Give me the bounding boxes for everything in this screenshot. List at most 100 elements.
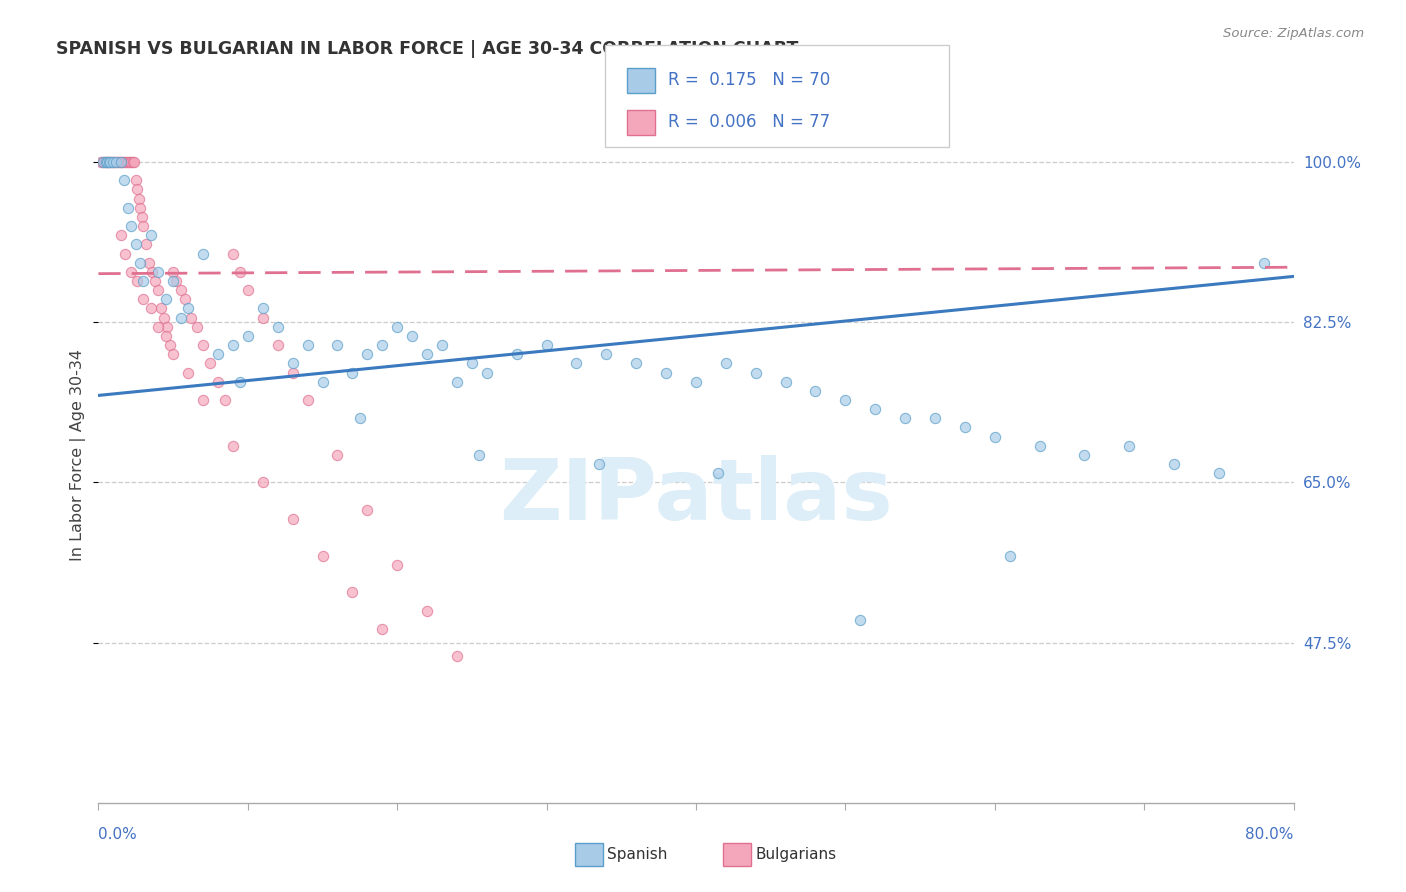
Point — [112, 155, 135, 169]
Point — [143, 274, 166, 288]
Point — [356, 503, 378, 517]
Point — [148, 265, 170, 279]
Point — [229, 265, 252, 279]
Point — [117, 201, 139, 215]
Point — [865, 402, 887, 417]
Point — [565, 356, 588, 370]
Point — [93, 155, 115, 169]
Point — [356, 347, 378, 361]
Point — [998, 549, 1021, 563]
Point — [100, 155, 122, 169]
Point — [125, 237, 148, 252]
Point — [191, 338, 214, 352]
Point — [207, 347, 229, 361]
Point — [385, 558, 409, 572]
Point — [191, 246, 214, 260]
Point — [131, 210, 153, 224]
Point — [371, 338, 394, 352]
Point — [236, 329, 259, 343]
Point — [132, 293, 155, 307]
Point — [148, 283, 170, 297]
Point — [165, 274, 187, 288]
Point — [326, 448, 349, 462]
Point — [342, 366, 364, 380]
Text: Bulgarians: Bulgarians — [755, 847, 837, 862]
Point — [342, 585, 364, 599]
Point — [894, 411, 917, 425]
Point — [90, 155, 112, 169]
Point — [97, 155, 120, 169]
Point — [127, 182, 149, 196]
Point — [714, 356, 737, 370]
Point — [153, 310, 176, 325]
Point — [139, 301, 162, 316]
Point — [129, 201, 152, 215]
Point — [132, 274, 155, 288]
Point — [214, 392, 236, 407]
Point — [96, 155, 118, 169]
Point — [94, 155, 117, 169]
Point — [128, 192, 150, 206]
Point — [108, 155, 131, 169]
Point — [114, 246, 136, 260]
Point — [105, 155, 128, 169]
Point — [91, 155, 114, 169]
Point — [775, 375, 797, 389]
Point — [446, 649, 468, 664]
Point — [236, 283, 259, 297]
Point — [588, 457, 610, 471]
Point — [177, 366, 200, 380]
Point — [156, 319, 179, 334]
Point — [446, 375, 468, 389]
Text: Source: ZipAtlas.com: Source: ZipAtlas.com — [1223, 27, 1364, 40]
Point — [110, 155, 132, 169]
Point — [112, 173, 135, 187]
Point — [91, 155, 114, 169]
Point — [104, 155, 127, 169]
Point — [267, 319, 290, 334]
Point — [349, 411, 371, 425]
Point — [135, 237, 157, 252]
Point — [125, 173, 148, 187]
Point — [186, 319, 208, 334]
Point — [924, 411, 946, 425]
Point — [1118, 439, 1140, 453]
Point — [191, 392, 214, 407]
Point — [430, 338, 453, 352]
Point — [174, 293, 197, 307]
Point — [655, 366, 678, 380]
Point — [1028, 439, 1050, 453]
Point — [100, 155, 122, 169]
Point — [475, 366, 498, 380]
Point — [110, 228, 132, 243]
Point — [416, 347, 439, 361]
Point — [110, 155, 132, 169]
Text: 0.0%: 0.0% — [98, 827, 138, 841]
Point — [626, 356, 648, 370]
Point — [148, 319, 170, 334]
Point — [120, 265, 142, 279]
Point — [685, 375, 707, 389]
Point — [139, 228, 162, 243]
Point — [162, 347, 184, 361]
Point — [177, 301, 200, 316]
Point — [371, 622, 394, 636]
Point — [252, 310, 274, 325]
Text: Spanish: Spanish — [607, 847, 668, 862]
Point — [326, 338, 349, 352]
Point — [150, 301, 173, 316]
Point — [1163, 457, 1185, 471]
Point — [281, 366, 304, 380]
Point — [461, 356, 484, 370]
Point — [311, 375, 333, 389]
Point — [103, 155, 125, 169]
Point — [222, 246, 245, 260]
Point — [385, 319, 409, 334]
Point — [129, 255, 152, 269]
Point — [297, 338, 319, 352]
Point — [281, 512, 304, 526]
Point — [120, 219, 142, 233]
Point — [849, 613, 872, 627]
Point — [745, 366, 768, 380]
Point — [103, 155, 125, 169]
